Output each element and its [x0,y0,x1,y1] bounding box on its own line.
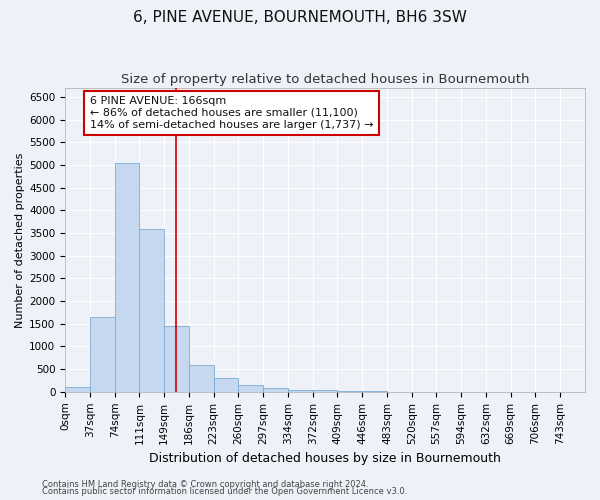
Bar [337,391,362,392]
X-axis label: Distribution of detached houses by size in Bournemouth: Distribution of detached houses by size … [149,452,501,465]
Bar [65,388,90,392]
Bar [238,384,263,392]
Bar [288,390,313,392]
Bar [189,364,214,392]
Text: 6 PINE AVENUE: 166sqm
← 86% of detached houses are smaller (11,100)
14% of semi-: 6 PINE AVENUE: 166sqm ← 86% of detached … [90,96,373,130]
Text: Contains public sector information licensed under the Open Government Licence v3: Contains public sector information licen… [42,487,407,496]
Bar [139,228,164,392]
Bar [90,317,115,392]
Title: Size of property relative to detached houses in Bournemouth: Size of property relative to detached ho… [121,72,529,86]
Bar [263,388,288,392]
Bar [214,378,238,392]
Text: Contains HM Land Registry data © Crown copyright and database right 2024.: Contains HM Land Registry data © Crown c… [42,480,368,489]
Bar [313,390,337,392]
Text: 6, PINE AVENUE, BOURNEMOUTH, BH6 3SW: 6, PINE AVENUE, BOURNEMOUTH, BH6 3SW [133,10,467,25]
Bar [115,163,139,392]
Bar [164,326,189,392]
Y-axis label: Number of detached properties: Number of detached properties [15,152,25,328]
